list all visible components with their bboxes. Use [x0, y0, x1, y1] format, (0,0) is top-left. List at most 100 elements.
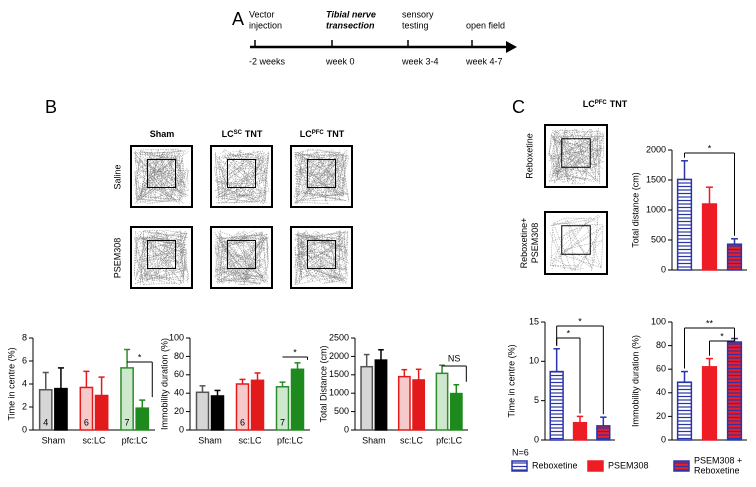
y-tick-label: 2500 [329, 332, 349, 342]
column-header: LCPFC TNT [583, 99, 628, 109]
error-bar [681, 370, 688, 383]
y-tick-label: 500 [651, 234, 666, 244]
error-bar [363, 353, 370, 367]
x-tick-label: pfc:LC [436, 435, 463, 445]
error-bar [401, 368, 408, 377]
timeline-event: open field [466, 20, 505, 30]
legend-note: N=6 [512, 447, 529, 457]
significance-label: ** [706, 318, 714, 328]
significance-label: NS [448, 353, 461, 363]
y-axis-label: Time in centre (%) [506, 344, 516, 417]
bar [726, 341, 743, 441]
y-tick-label: 20 [174, 406, 184, 416]
x-tick-label: sc:LC [238, 435, 262, 445]
x-tick-label: sc:LC [82, 435, 106, 445]
bar [726, 243, 743, 271]
n-label: 6 [240, 417, 245, 427]
n-label: 7 [125, 417, 130, 427]
centre-zone [561, 138, 591, 168]
error-bar [731, 238, 738, 245]
error-bar [453, 383, 460, 394]
timeline-time: week 3-4 [401, 56, 439, 66]
significance-label: * [578, 316, 582, 326]
y-axis-label: Total Distance (cm) [318, 345, 328, 422]
error-bar [98, 376, 105, 396]
error-bar [378, 349, 384, 361]
y-tick-label: 0 [22, 424, 27, 434]
y-tick-label: 40 [656, 387, 666, 397]
centre-zone [306, 158, 337, 189]
y-tick-label: 2 [22, 401, 27, 411]
y-tick-label: 20 [656, 411, 666, 421]
trajectory [213, 229, 270, 286]
column-header: LCPFC TNT [300, 129, 345, 139]
timeline-time: week 0 [325, 56, 355, 66]
bar [374, 359, 388, 431]
legend-label: PSEM308 + [694, 455, 742, 465]
error-bar [139, 399, 146, 409]
error-bar [600, 416, 607, 426]
y-tick-label: 0 [661, 434, 666, 444]
y-tick-label: 2000 [329, 351, 349, 361]
y-tick-label: 6 [22, 355, 27, 365]
bar [549, 370, 564, 441]
trajectory [133, 148, 190, 204]
error-bar [199, 385, 206, 393]
legend-label: Reboxetine [694, 465, 740, 475]
y-tick-label: 0 [344, 424, 349, 434]
timeline-time: week 4-7 [465, 56, 503, 66]
error-bar [124, 348, 131, 368]
row-label: Reboxetine [524, 133, 534, 179]
significance-label: * [138, 352, 142, 362]
error-bar [576, 415, 584, 423]
centre-zone [561, 225, 591, 255]
bar [210, 395, 225, 431]
legend-label: PSEM308 [608, 460, 649, 470]
y-tick-label: 0 [534, 434, 539, 444]
significance-bracket [684, 152, 735, 236]
y-tick-label: 80 [656, 340, 666, 350]
legend-swatch [587, 460, 604, 472]
bar [435, 372, 449, 431]
trajectory [549, 214, 604, 272]
error-bar [294, 362, 301, 370]
error-bar [681, 160, 688, 180]
bar [195, 391, 210, 431]
error-bar [83, 370, 90, 388]
centre-zone [146, 158, 177, 189]
significance-bracket [282, 356, 308, 360]
significance-bracket [442, 365, 467, 382]
legend-label: Reboxetine [532, 460, 578, 470]
legend-swatch [673, 460, 690, 472]
panel-label: B [45, 97, 57, 117]
bar [676, 381, 693, 441]
x-tick-label: Sham [362, 435, 386, 445]
error-bar [706, 186, 713, 204]
trajectory [293, 148, 350, 205]
x-tick-label: pfc:LC [122, 435, 149, 445]
error-bar [415, 368, 422, 380]
significance-label: * [293, 347, 297, 357]
error-bar [279, 381, 286, 387]
x-tick-label: Sham [198, 435, 222, 445]
bar [94, 394, 109, 431]
y-tick-label: 1500 [646, 174, 666, 184]
y-axis-label: Time in centre (%) [6, 347, 16, 420]
bar [54, 387, 68, 431]
bar [701, 203, 718, 271]
y-tick-label: 10 [529, 356, 539, 366]
row-label: Reboxetine+ [519, 218, 529, 269]
y-tick-label: 1500 [329, 369, 349, 379]
bar [360, 365, 374, 431]
y-tick-label: 15 [529, 316, 539, 326]
timeline-event: injection [249, 20, 282, 30]
timeline-arrow [506, 41, 517, 53]
centre-zone [226, 239, 257, 270]
error-bar [553, 347, 560, 372]
row-label: PSEM308 [112, 238, 122, 279]
n-label: 4 [43, 417, 48, 427]
x-tick-label: sc:LC [400, 435, 424, 445]
bar [596, 425, 611, 441]
row-label: Saline [112, 164, 122, 189]
